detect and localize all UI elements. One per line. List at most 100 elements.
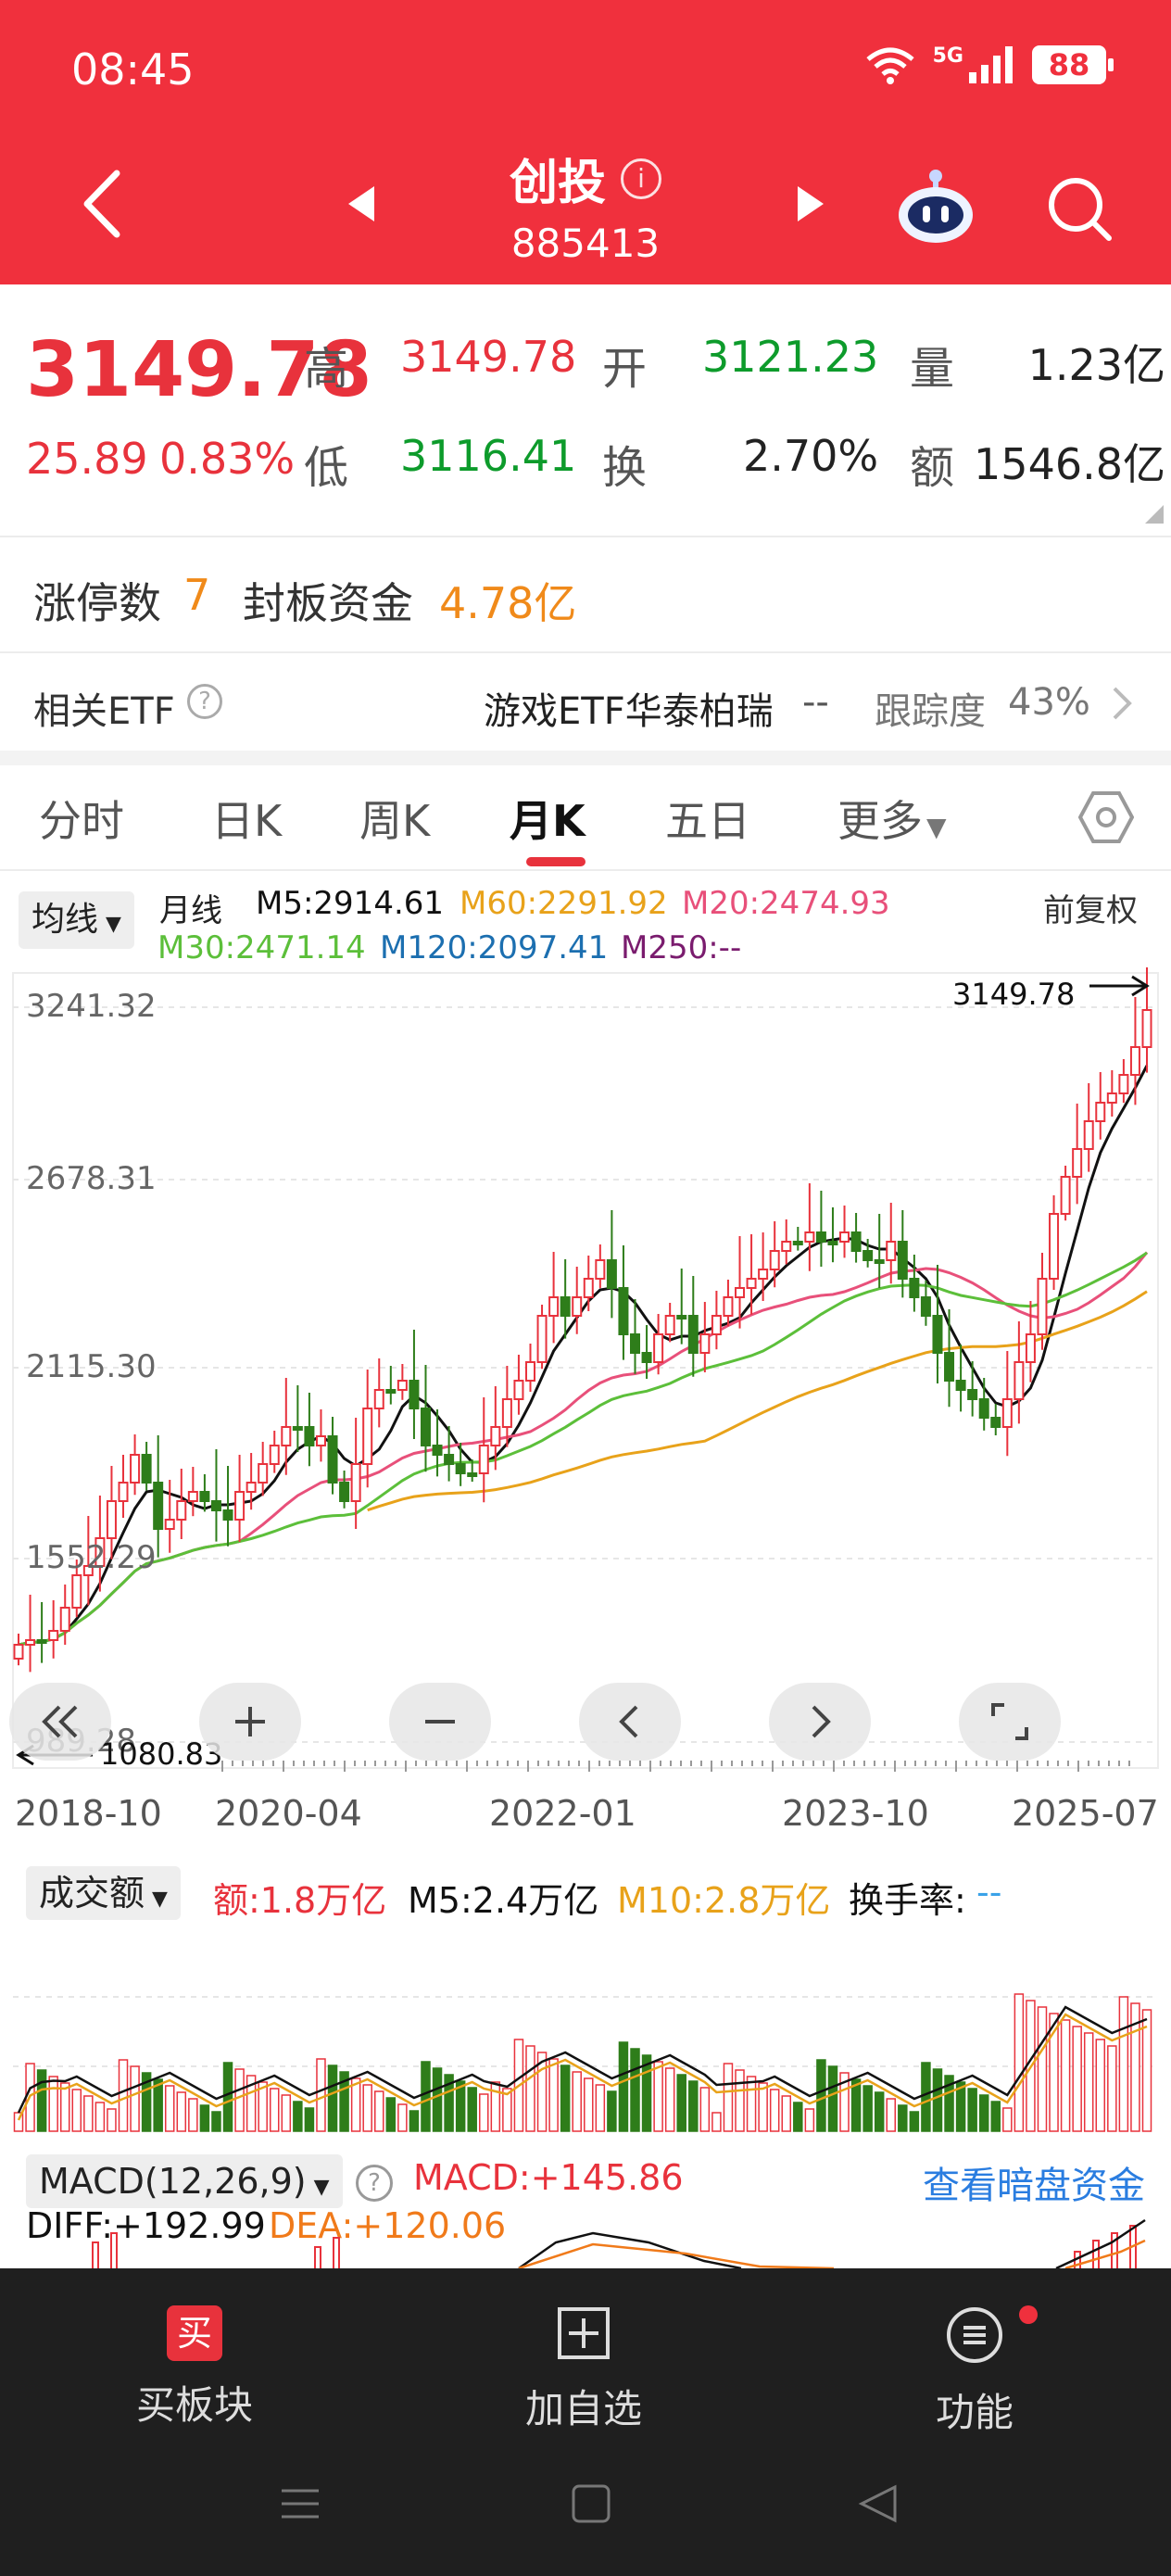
menu-lines-icon[interactable] [280,2485,321,2522]
turnover-rate-label: 换手率: [849,1880,966,1921]
volume-bar [246,2075,257,2132]
volume-bar [1060,2019,1071,2132]
y-tick-label: 3241.32 [26,988,157,1025]
back-button[interactable] [74,167,130,241]
candle [373,1389,384,1409]
app-header: 08:45 5G 88 创投 i 885413 [0,0,1171,284]
volume-m10: M10:2.8万亿 [617,1880,831,1921]
price-change: 25.89 [26,434,148,484]
volume-bar [269,2088,280,2132]
volume-ma-lines [17,2005,1148,2121]
volume-bar [874,2091,885,2132]
low-value: 3116.41 [400,431,577,481]
info-icon[interactable]: i [621,158,661,199]
candle [944,1352,955,1382]
x-tick-label: 2022-01 [489,1793,636,1834]
candle [850,1231,862,1252]
volume-bar [362,2084,372,2132]
tab-intraday[interactable]: 分时 [39,796,124,846]
indicator-selector[interactable]: 均线 ▼ [19,891,134,949]
ma-m60: M60:2291.92 [460,885,668,922]
settings-hexagon-icon[interactable] [1078,789,1134,845]
candle [501,1398,512,1428]
candle [909,1278,920,1298]
kline-chart[interactable]: 3241.32 2678.31 2115.30 1552.29 989.28 3… [0,964,1171,1816]
x-tick-label: 2018-10 [15,1793,162,1834]
volume-bar [444,2074,454,2132]
next-stock-button[interactable] [792,181,829,227]
adjust-mode[interactable]: 前复权 [1043,892,1138,929]
functions-button[interactable]: 功能 [863,2305,1086,2438]
add-watchlist-button[interactable]: 加自选 [472,2305,695,2434]
search-button[interactable] [1042,171,1116,246]
divider [0,536,1171,537]
time-axis-ticks [221,1761,1130,1772]
candle [36,1639,47,1644]
macd-bar [1074,2251,1081,2270]
chevron-right-icon [1113,687,1132,720]
candle [769,1250,780,1270]
volume-bar [584,2077,594,2132]
volume-bar [339,2071,349,2132]
tab-monthly[interactable]: 月K [510,796,586,846]
limit-fund: 4.78亿 [439,578,577,628]
back-triangle-icon[interactable] [858,2483,899,2524]
candles [13,967,1152,1673]
volume-bar [316,2058,326,2132]
fullscreen-button[interactable] [959,1683,1061,1761]
macd-bar [92,2241,99,2270]
candle [444,1454,455,1465]
arrow-right-icon [1089,975,1150,997]
candle [234,1491,246,1521]
candle [59,1607,70,1632]
volume-bar [374,2090,384,2132]
candle [886,1241,897,1261]
volume-m5: M5:2.4万亿 [408,1880,599,1921]
candle [1095,1102,1106,1122]
candle [967,1389,978,1400]
candle [432,1445,443,1456]
volume-bar [1083,2032,1094,2132]
caret-down-icon: ▼ [313,2176,330,2199]
tab-five-day[interactable]: 五日 [665,796,750,846]
scroll-right-button[interactable] [769,1683,871,1761]
etf-track: 43% [1008,681,1090,724]
expand-corner-icon[interactable] [1145,505,1164,524]
candle [815,1231,826,1243]
volume-bar [153,2078,163,2132]
volume-bar [607,2090,617,2132]
candle [1083,1120,1094,1150]
turnover-label: 换 [602,442,648,494]
stock-title: 创投 i 885413 [0,144,1171,266]
tab-daily[interactable]: 日K [211,796,283,846]
macd-selector[interactable]: MACD(12,26,9) ▼ [26,2154,343,2208]
volume-bar [711,2112,722,2132]
zoom-out-button[interactable] [389,1683,491,1761]
prev-stock-button[interactable] [343,181,380,227]
candle [269,1445,280,1465]
candle [955,1380,966,1391]
volume-bar [816,2059,826,2132]
system-nav-bar [0,2469,1171,2561]
scroll-left-button[interactable] [579,1683,681,1761]
buy-sector-button[interactable]: 买 买板块 [83,2305,306,2431]
candle [327,1435,338,1484]
zoom-in-button[interactable] [199,1683,301,1761]
robot-assistant-button[interactable] [889,165,982,248]
home-square-icon[interactable] [571,2483,611,2524]
active-tab-indicator [526,857,586,866]
volume-bar [1107,2045,1117,2132]
etf-help-icon[interactable]: ? [187,684,222,719]
tab-weekly[interactable]: 周K [359,796,431,846]
dark-pool-link[interactable]: 查看暗盘资金 [923,2165,1145,2207]
candle [676,1315,687,1320]
macd-help-icon[interactable]: ? [356,2165,393,2202]
candle [362,1408,373,1465]
rewind-button[interactable] [9,1683,111,1761]
tab-more[interactable]: 更多 ▼ [837,788,947,849]
buy-badge-icon: 买 [167,2305,222,2361]
candle [1037,1278,1048,1335]
volume-selector[interactable]: 成交额 ▼ [26,1866,181,1920]
macd-bar [314,2246,321,2270]
volume-bar [141,2072,152,2132]
